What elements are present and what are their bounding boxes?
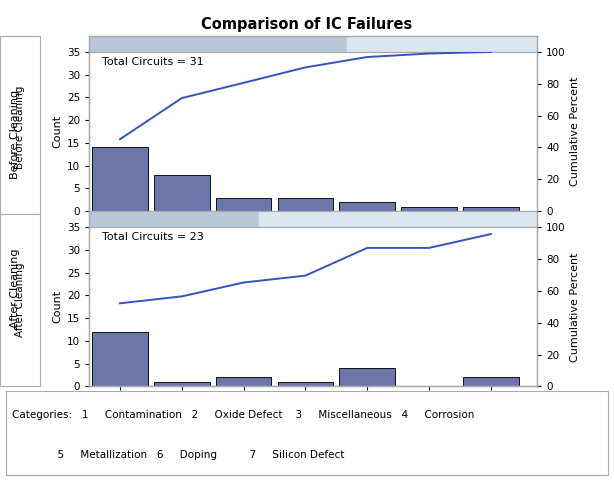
Text: Total Circuits = 31: Total Circuits = 31 [103, 57, 204, 67]
Bar [278, 382, 333, 386]
Text: Before Cleaning: Before Cleaning [10, 90, 20, 179]
Bar [463, 377, 519, 386]
Bar [259, 211, 537, 227]
Text: After Cleaning: After Cleaning [15, 263, 25, 337]
Text: Before Cleaning: Before Cleaning [15, 85, 25, 169]
Bar [154, 382, 209, 386]
Y-axis label: Count: Count [53, 290, 63, 324]
Bar [340, 202, 395, 211]
Bar [463, 207, 519, 211]
Bar [92, 332, 148, 386]
Bar [401, 207, 457, 211]
Text: After Cleaning: After Cleaning [10, 248, 20, 328]
Bar [347, 36, 537, 52]
Text: Comparison of IC Failures: Comparison of IC Failures [201, 17, 413, 32]
Bar [154, 175, 209, 211]
Y-axis label: Cumulative Percent: Cumulative Percent [570, 77, 580, 186]
Text: Categories:   1     Contamination   2     Oxide Defect    3     Miscellaneous   : Categories: 1 Contamination 2 Oxide Defe… [12, 410, 475, 420]
Text: 5     Metallization   6     Doping          7     Silicon Defect: 5 Metallization 6 Doping 7 Silicon Defec… [12, 450, 344, 460]
X-axis label: Cause of Failure: Cause of Failure [266, 411, 360, 424]
Bar [92, 147, 148, 211]
Y-axis label: Cumulative Percent: Cumulative Percent [570, 252, 580, 361]
Bar [216, 198, 271, 211]
Bar [340, 368, 395, 386]
Bar [216, 377, 271, 386]
Y-axis label: Count: Count [53, 115, 63, 148]
Text: Total Circuits = 23: Total Circuits = 23 [103, 232, 204, 242]
Bar [278, 198, 333, 211]
